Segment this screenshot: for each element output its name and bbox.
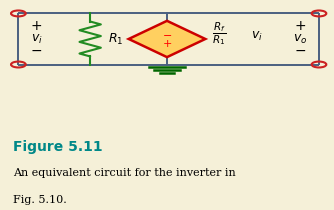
Text: Figure 5.11: Figure 5.11 [13,140,103,154]
Text: $R_1$: $R_1$ [108,32,123,47]
Text: $v_i$: $v_i$ [251,30,263,43]
Text: $v_i$: $v_i$ [31,32,43,46]
Text: $\dfrac{R_f}{R_1}$: $\dfrac{R_f}{R_1}$ [212,20,226,47]
Text: Fig. 5.10.: Fig. 5.10. [13,195,67,205]
Polygon shape [129,21,205,57]
Text: $-$: $-$ [162,29,172,38]
Text: $v_o$: $v_o$ [294,32,308,46]
Text: An equivalent circuit for the inverter in: An equivalent circuit for the inverter i… [13,168,236,178]
Text: +: + [31,18,42,33]
Text: −: − [295,44,306,58]
Text: $+$: $+$ [162,38,172,49]
Text: +: + [295,18,306,33]
Text: −: − [31,44,42,58]
